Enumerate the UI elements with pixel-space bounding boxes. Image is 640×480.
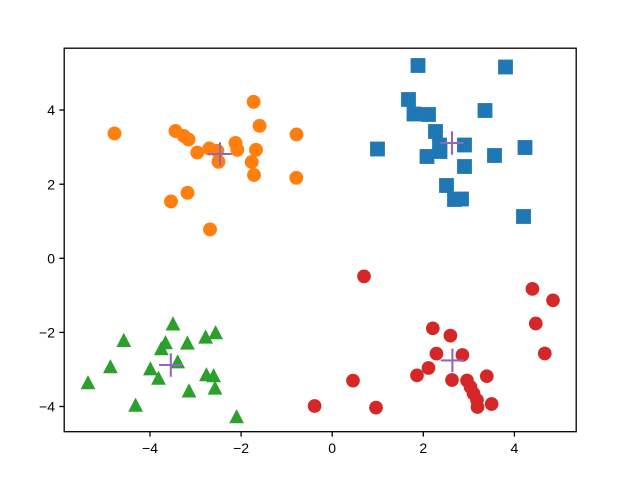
svg-text:2: 2	[419, 440, 427, 456]
svg-text:−2: −2	[39, 325, 55, 341]
svg-text:0: 0	[328, 440, 336, 456]
svg-text:4: 4	[47, 102, 55, 118]
svg-text:−4: −4	[39, 399, 55, 415]
svg-text:2: 2	[47, 176, 55, 192]
svg-text:−4: −4	[142, 440, 158, 456]
svg-text:4: 4	[511, 440, 519, 456]
svg-text:−2: −2	[233, 440, 249, 456]
svg-text:0: 0	[47, 250, 55, 266]
